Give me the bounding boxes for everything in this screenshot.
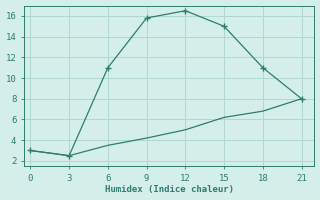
X-axis label: Humidex (Indice chaleur): Humidex (Indice chaleur) — [105, 185, 234, 194]
